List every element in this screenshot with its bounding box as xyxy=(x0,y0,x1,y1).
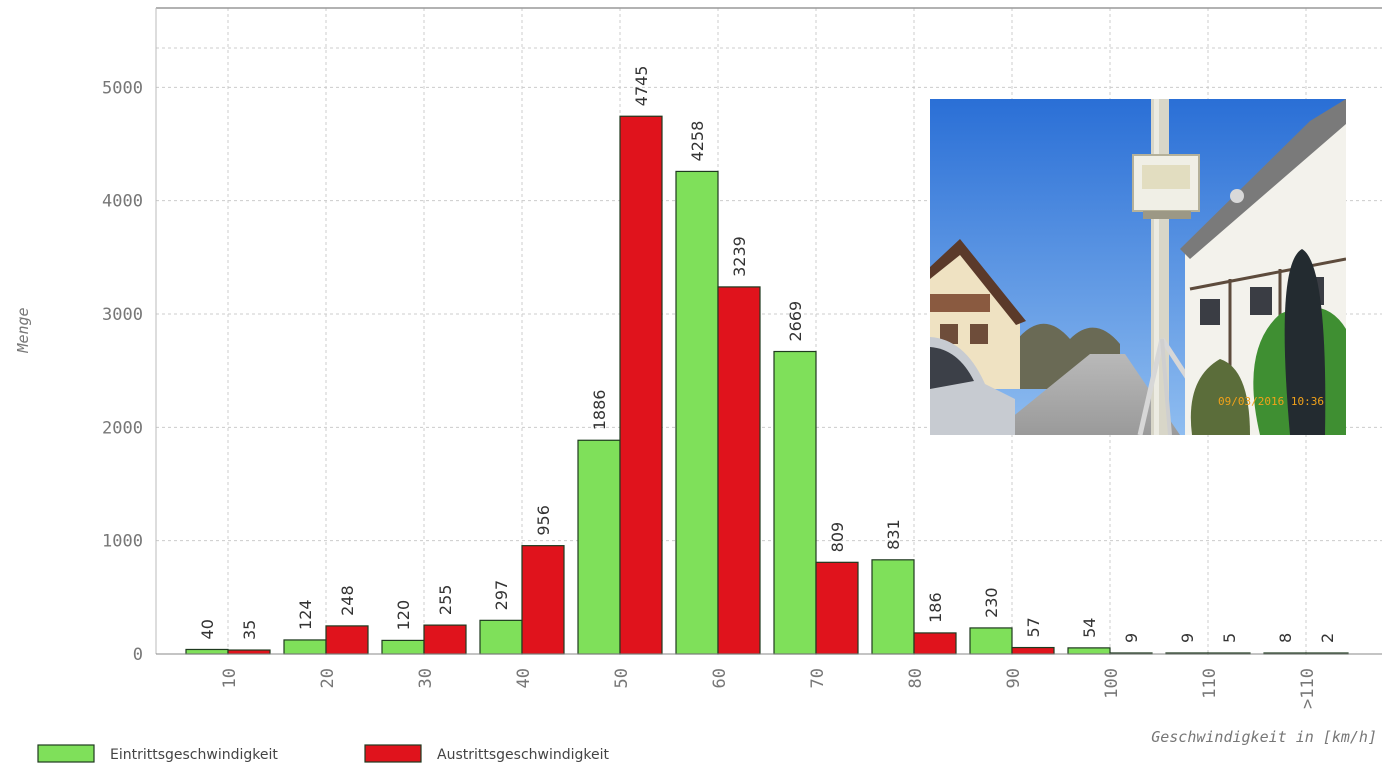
x-tick-label: 90 xyxy=(1004,668,1024,688)
street-photo-inset: 09/03/2016 10:36 xyxy=(930,99,1346,435)
x-tick-label: >110 xyxy=(1298,668,1318,709)
bar-exit-speed xyxy=(815,561,859,655)
y-tick-label: 3000 xyxy=(102,305,143,325)
y-tick-label: 1000 xyxy=(102,532,143,552)
bars-layer xyxy=(185,115,1349,655)
bar-exit-speed xyxy=(423,624,467,655)
bar-exit-speed xyxy=(619,115,663,655)
data-label-exit-speed: 248 xyxy=(338,585,357,616)
bar-entry-speed xyxy=(969,627,1013,655)
bar-exit-speed xyxy=(1011,646,1055,655)
data-label-entry-speed: 120 xyxy=(394,600,413,631)
x-tick-label: 100 xyxy=(1102,668,1122,699)
bar-exit-speed xyxy=(325,625,369,655)
y-axis-title: Menge xyxy=(14,307,32,353)
data-label-exit-speed: 35 xyxy=(240,620,259,640)
data-label-entry-speed: 8 xyxy=(1276,633,1295,643)
data-label-entry-speed: 9 xyxy=(1178,633,1197,643)
data-label-entry-speed: 2669 xyxy=(786,301,805,342)
legend-item-exit-speed: Austrittsgeschwindigkeit xyxy=(364,744,610,763)
bar-entry-speed xyxy=(381,639,425,655)
legend-label-entry-speed: Eintrittsgeschwindigkeit xyxy=(110,747,278,763)
data-label-exit-speed: 9 xyxy=(1122,633,1141,643)
y-tick-label: 0 xyxy=(133,645,143,665)
data-label-exit-speed: 809 xyxy=(828,522,847,553)
legend-item-entry-speed: Eintrittsgeschwindigkeit xyxy=(37,744,278,763)
x-tick-label: 110 xyxy=(1200,668,1220,699)
bar-entry-speed xyxy=(871,559,915,655)
svg-text:09/03/2016 10:36: 09/03/2016 10:36 xyxy=(1218,395,1324,408)
data-label-exit-speed: 57 xyxy=(1024,617,1043,637)
grid-layer xyxy=(156,8,1382,654)
y-tick-label: 4000 xyxy=(102,192,143,212)
data-label-entry-speed: 1886 xyxy=(590,390,609,431)
bar-entry-speed xyxy=(1067,647,1111,655)
bar-exit-speed xyxy=(913,632,957,655)
legend-swatch-exit-speed xyxy=(364,744,422,763)
data-label-entry-speed: 831 xyxy=(884,519,903,550)
legend-swatch-entry-speed xyxy=(37,744,95,763)
labels-layer: 40 35 124 248 120 255 297 956 1886 4745 4258 3239 26… xyxy=(198,66,1337,643)
x-axis-title: Geschwindigkeit in [km/h] xyxy=(1151,728,1377,746)
x-tick-label: 30 xyxy=(416,668,436,688)
bar-entry-speed xyxy=(185,648,229,655)
bar-entry-speed xyxy=(479,619,523,655)
data-label-exit-speed: 186 xyxy=(926,592,945,623)
data-label-exit-speed: 4745 xyxy=(632,66,651,107)
axis-layer: 0 1000 2000 3000 4000 5000 10 20 30 40 50 60 70 80 90 1… xyxy=(102,7,1382,709)
x-tick-label: 50 xyxy=(612,668,632,688)
data-label-exit-speed: 5 xyxy=(1220,633,1239,643)
data-label-entry-speed: 40 xyxy=(198,619,217,639)
x-tick-label: 60 xyxy=(710,668,730,688)
data-label-entry-speed: 124 xyxy=(296,599,315,630)
legend-label-exit-speed: Austrittsgeschwindigkeit xyxy=(437,747,610,763)
bar-entry-speed xyxy=(577,439,621,655)
x-tick-label: 70 xyxy=(808,668,828,688)
y-tick-label: 5000 xyxy=(102,78,143,98)
data-label-entry-speed: 297 xyxy=(492,580,511,611)
x-tick-label: 20 xyxy=(318,668,338,688)
bar-exit-speed xyxy=(521,545,565,655)
data-label-exit-speed: 2 xyxy=(1318,633,1337,643)
bar-exit-speed xyxy=(227,649,271,655)
data-label-entry-speed: 4258 xyxy=(688,121,707,162)
bar-exit-speed xyxy=(717,286,761,655)
bar-entry-speed xyxy=(773,350,817,655)
legend: Eintrittsgeschwindigkeit Austrittsgeschw… xyxy=(37,744,610,763)
data-label-entry-speed: 230 xyxy=(982,587,1001,618)
bar-entry-speed xyxy=(675,170,719,655)
bar-entry-speed xyxy=(283,639,327,655)
x-tick-label: 10 xyxy=(220,668,240,688)
x-tick-label: 40 xyxy=(514,668,534,688)
x-tick-label: 80 xyxy=(906,668,926,688)
data-label-exit-speed: 956 xyxy=(534,505,553,536)
data-label-exit-speed: 3239 xyxy=(730,236,749,277)
y-tick-label: 2000 xyxy=(102,418,143,438)
data-label-entry-speed: 54 xyxy=(1080,618,1099,638)
data-label-exit-speed: 255 xyxy=(436,585,455,616)
